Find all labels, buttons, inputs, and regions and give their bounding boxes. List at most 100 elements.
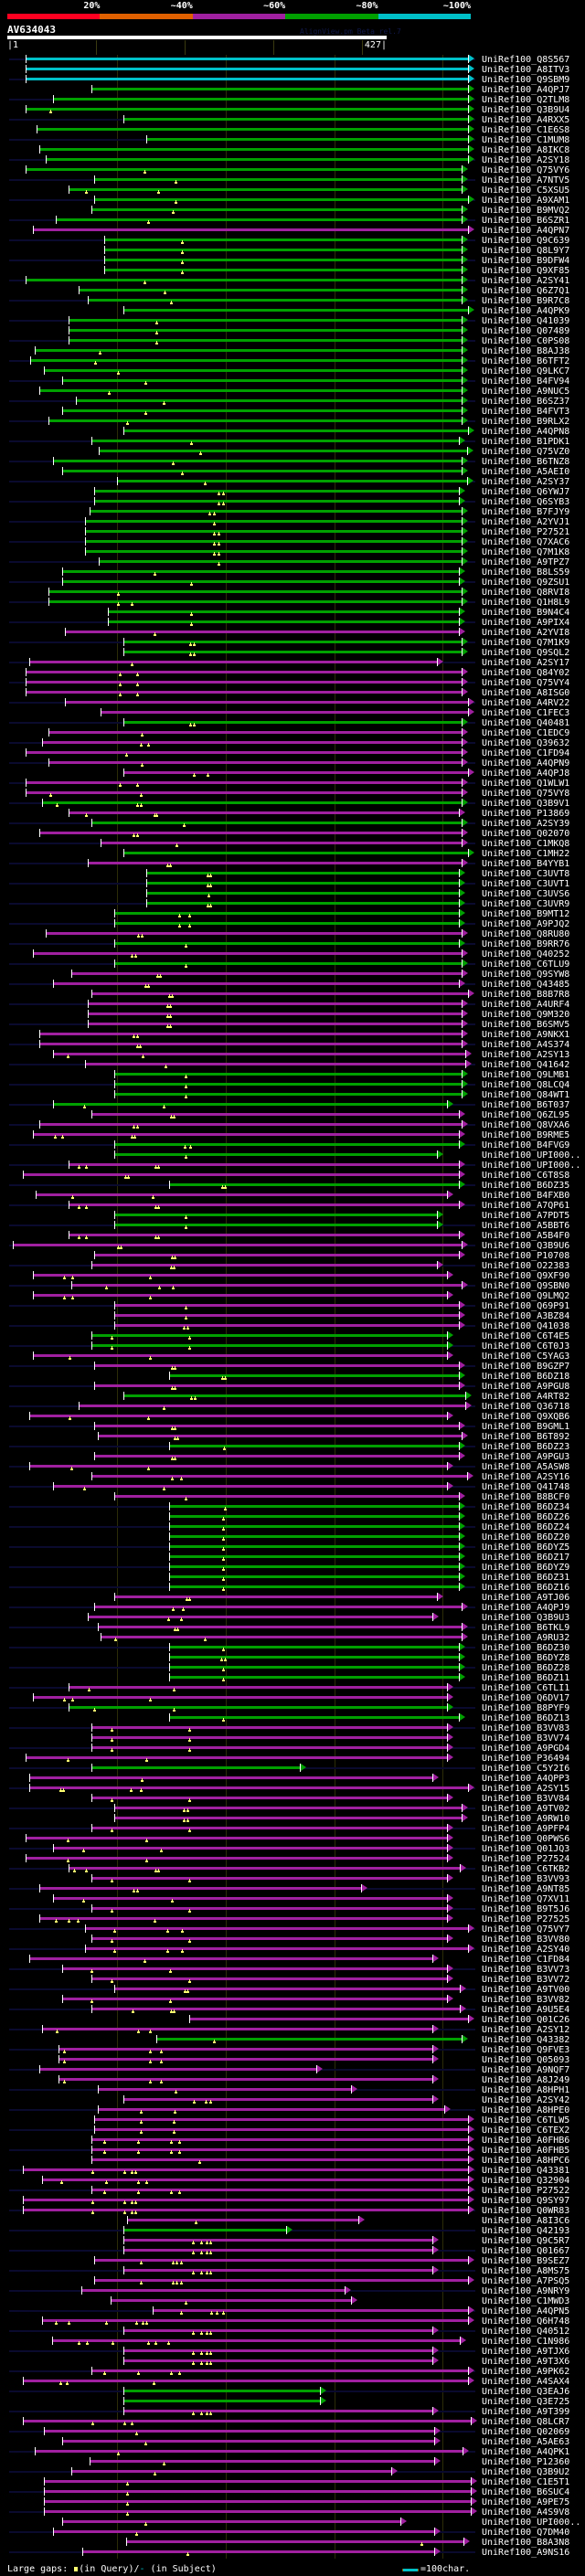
hit-label[interactable]: UniRef100_A5B4F0 (482, 1231, 570, 1241)
hit-row[interactable]: UniRef100_B6T892 (0, 1432, 585, 1442)
hit-row[interactable]: UniRef100_C6T8S8 (0, 1171, 585, 1181)
hit-row[interactable]: UniRef100_A8ITV3 (0, 65, 585, 75)
hit-row[interactable]: UniRef100_A4URF4 (0, 1000, 585, 1010)
hit-label[interactable]: UniRef100_B6DZ35 (482, 1181, 570, 1191)
hit-label[interactable]: UniRef100_Q9XF90 (482, 1271, 570, 1281)
hit-row[interactable]: UniRef100_A4QPN8 (0, 427, 585, 437)
alignment-bar[interactable] (123, 2269, 432, 2272)
alignment-bar[interactable] (62, 379, 462, 382)
hit-row[interactable]: UniRef100_Q6H748 (0, 2316, 585, 2327)
alignment-bar[interactable] (23, 2420, 471, 2422)
hit-row[interactable]: UniRef100_A2SY42 (0, 2095, 585, 2105)
alignment-bar[interactable] (169, 1666, 459, 1669)
hit-row[interactable]: UniRef100_A4QPJ9 (0, 1603, 585, 1613)
hit-label[interactable]: UniRef100_Q01C26 (482, 2015, 570, 2025)
hit-row[interactable]: UniRef100_Q07489 (0, 326, 585, 336)
hit-label[interactable]: UniRef100_B9N4C4 (482, 608, 570, 618)
alignment-bar[interactable] (94, 1254, 459, 1256)
hit-row[interactable]: UniRef100_B6DZ28 (0, 1663, 585, 1673)
hit-label[interactable]: UniRef100_Q01JQ3 (482, 1844, 570, 1854)
hit-label[interactable]: UniRef100_A2SY42 (482, 2095, 570, 2105)
hit-row[interactable]: UniRef100_C3UVR9 (0, 899, 585, 909)
alignment-bar[interactable] (91, 2148, 468, 2151)
alignment-bar[interactable] (62, 2440, 434, 2443)
hit-row[interactable]: UniRef100_A7PDT5 (0, 1211, 585, 1221)
hit-row[interactable]: UniRef100_C1FEC3 (0, 708, 585, 718)
hit-row[interactable]: UniRef100_B1PDK1 (0, 437, 585, 447)
hit-label[interactable]: UniRef100_A4SAX4 (482, 2377, 570, 2387)
alignment-bar[interactable] (169, 1525, 459, 1528)
hit-label[interactable]: UniRef100_Q3B9U4 (482, 105, 570, 115)
alignment-bar[interactable] (99, 560, 462, 563)
hit-label[interactable]: UniRef100_Q7M1K8 (482, 547, 570, 557)
hit-label[interactable]: UniRef100_C6TLU9 (482, 959, 570, 970)
hit-label[interactable]: UniRef100_Q7DM40 (482, 2528, 570, 2538)
hit-row[interactable]: UniRef100_Q75VY4 (0, 678, 585, 688)
alignment-bar[interactable] (91, 822, 462, 824)
hit-label[interactable]: UniRef100_B6T892 (482, 1432, 570, 1442)
alignment-bar[interactable] (62, 1967, 447, 1970)
hit-label[interactable]: UniRef100_B3VV83 (482, 1723, 570, 1733)
hit-row[interactable]: UniRef100_Q9XF90 (0, 1271, 585, 1281)
alignment-bar[interactable] (69, 319, 462, 322)
hit-row[interactable]: UniRef100_Q9LKC7 (0, 366, 585, 376)
hit-row[interactable]: UniRef100_B6DZ34 (0, 1502, 585, 1512)
alignment-bar[interactable] (53, 1103, 447, 1106)
hit-label[interactable]: UniRef100_A9NS16 (482, 2548, 570, 2558)
hit-row[interactable]: UniRef100_B6TNZ8 (0, 457, 585, 467)
hit-label[interactable]: UniRef100_Q43485 (482, 980, 570, 990)
alignment-bar[interactable] (85, 530, 462, 533)
hit-row[interactable]: UniRef100_B3VV80 (0, 1935, 585, 1945)
alignment-bar[interactable] (23, 2380, 468, 2382)
alignment-bar[interactable] (42, 2028, 432, 2030)
alignment-bar[interactable] (48, 590, 462, 593)
hit-label[interactable]: UniRef100_A4RT82 (482, 1392, 570, 1402)
hit-label[interactable]: UniRef100_A9XAM1 (482, 196, 570, 206)
hit-row[interactable]: UniRef100_C1MKQ8 (0, 839, 585, 849)
hit-row[interactable]: UniRef100_A2SY39 (0, 819, 585, 829)
hit-label[interactable]: UniRef100_A9NQF7 (482, 2065, 570, 2075)
hit-row[interactable]: UniRef100_Q2TLM8 (0, 95, 585, 105)
hit-row[interactable]: UniRef100_C1MWD3 (0, 2296, 585, 2306)
hit-row[interactable]: UniRef100_Q75VZ0 (0, 447, 585, 457)
hit-row[interactable]: UniRef100_Q02069 (0, 2427, 585, 2437)
hit-row[interactable]: UniRef100_A4QPN9 (0, 758, 585, 769)
hit-label[interactable]: UniRef100_A7PDT5 (482, 1211, 570, 1221)
hit-label[interactable]: UniRef100_C5YAG3 (482, 1352, 570, 1362)
hit-label[interactable]: UniRef100_Q41748 (482, 1482, 570, 1492)
hit-label[interactable]: UniRef100_Q9SYW8 (482, 970, 570, 980)
hit-row[interactable]: UniRef100_Q75VY8 (0, 789, 585, 799)
alignment-bar[interactable] (44, 2510, 471, 2513)
alignment-bar[interactable] (114, 1073, 462, 1076)
hit-row[interactable]: UniRef100_B6DYZ8 (0, 1653, 585, 1663)
hit-label[interactable]: UniRef100_Q69P91 (482, 1301, 570, 1311)
alignment-bar[interactable] (94, 198, 468, 201)
alignment-bar[interactable] (123, 2229, 286, 2231)
hit-row[interactable]: UniRef100_A2SY13 (0, 1050, 585, 1060)
alignment-bar[interactable] (35, 349, 462, 352)
alignment-bar[interactable] (91, 992, 468, 995)
hit-label[interactable]: UniRef100_A8ISG0 (482, 688, 570, 698)
hit-label[interactable]: UniRef100_B7FJY9 (482, 507, 570, 517)
hit-label[interactable]: UniRef100_Q84Y02 (482, 668, 570, 678)
alignment-bar[interactable] (56, 218, 462, 221)
hit-label[interactable]: UniRef100_A4QPK1 (482, 2447, 570, 2457)
alignment-bar[interactable] (94, 1364, 459, 1367)
hit-label[interactable]: UniRef100_A4S9V8 (482, 2507, 570, 2518)
alignment-bar[interactable] (48, 761, 462, 764)
alignment-bar[interactable] (69, 1163, 459, 1166)
alignment-bar[interactable] (94, 178, 462, 181)
hit-row[interactable]: UniRef100_P27521 (0, 527, 585, 537)
alignment-bar[interactable] (26, 1837, 447, 1839)
hit-label[interactable]: UniRef100_B4YYB1 (482, 859, 570, 869)
hit-row[interactable]: UniRef100_A9NKX1 (0, 1030, 585, 1040)
hit-label[interactable]: UniRef100_A8HPE0 (482, 2105, 570, 2115)
hit-row[interactable]: UniRef100_C6TLI1 (0, 1683, 585, 1693)
hit-row[interactable]: UniRef100_A9RW10 (0, 1814, 585, 1824)
alignment-bar[interactable] (69, 1686, 447, 1689)
alignment-bar[interactable] (91, 2008, 460, 2010)
hit-row[interactable]: UniRef100_Q8RVI8 (0, 588, 585, 598)
hit-label[interactable]: UniRef100_B9T5J6 (482, 1904, 570, 1914)
alignment-bar[interactable] (123, 309, 468, 312)
alignment-bar[interactable] (91, 1977, 447, 1980)
